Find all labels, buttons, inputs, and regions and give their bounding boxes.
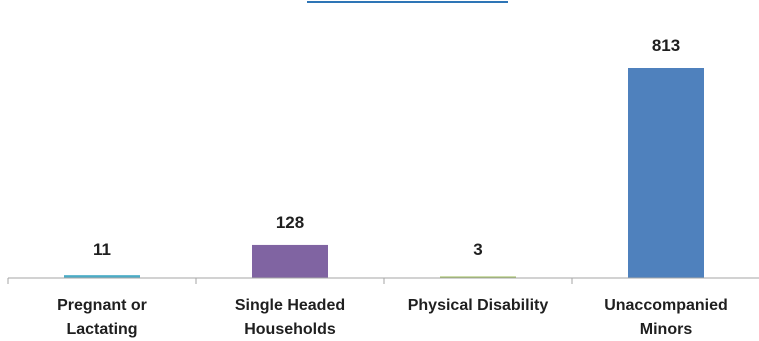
- category-label-line: Lactating: [66, 321, 137, 338]
- category-label-2: Physical Disability: [408, 297, 549, 314]
- category-label-0: Pregnant or Lactating: [57, 297, 147, 338]
- data-label-3: 813: [652, 36, 680, 55]
- category-label-1: Single Headed Households: [235, 297, 345, 338]
- data-label-1: 128: [276, 213, 304, 232]
- bar-2: [440, 276, 516, 278]
- category-label-line: Physical Disability: [408, 297, 549, 314]
- plot-area: 11 128 3 813: [64, 36, 704, 278]
- category-label-3: Unaccompanied Minors: [604, 297, 728, 338]
- x-axis-ticks: [7, 278, 573, 284]
- data-label-0: 11: [93, 240, 111, 259]
- category-label-line: Households: [244, 321, 336, 338]
- category-label-line: Single Headed: [235, 297, 345, 314]
- category-label-line: Minors: [640, 321, 693, 338]
- category-label-line: Unaccompanied: [604, 297, 728, 314]
- data-label-2: 3: [473, 240, 482, 259]
- category-label-line: Pregnant or: [57, 297, 147, 314]
- x-axis-category-labels: Pregnant or Lactating Single Headed Househo…: [57, 297, 728, 338]
- bar-0: [64, 275, 140, 278]
- bar-3: [628, 68, 704, 278]
- bar-1: [252, 244, 328, 278]
